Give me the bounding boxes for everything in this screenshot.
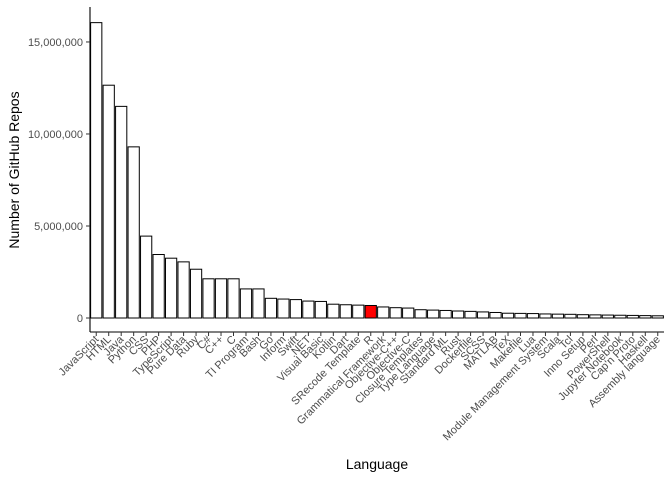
bar-tex	[501, 312, 515, 319]
bar-standard-ml	[439, 309, 452, 319]
bar-closure-templates	[414, 309, 427, 319]
bar-c	[202, 278, 215, 319]
bar-objective-c	[389, 307, 402, 319]
bar-srecode-template	[352, 304, 365, 319]
x-ticks-group: JavaScriptHTMLJavaPythonCSSPHPTypeScript…	[57, 332, 663, 443]
bar-inform	[277, 298, 290, 319]
bar-go	[264, 297, 278, 319]
bar-c	[227, 278, 240, 319]
bar-objective-c	[402, 307, 415, 319]
bar-scala	[551, 313, 565, 319]
bar-assembly-language	[651, 315, 664, 319]
y-tick-label: 15,000,000	[28, 37, 83, 49]
bar-tcl	[564, 313, 577, 319]
bar-dart	[339, 304, 352, 319]
bar-matlab	[489, 311, 502, 319]
y-tick-label: 5,000,000	[34, 221, 83, 233]
bar-bash	[252, 288, 265, 319]
bar-r	[364, 304, 377, 319]
bar-makefile	[514, 312, 527, 319]
bar-powershell	[601, 314, 614, 319]
y-tick-label: 0	[77, 313, 83, 325]
bar-jupyter-notebook	[614, 314, 627, 319]
bar-visual-basic	[314, 300, 327, 319]
y-tick-label: 10,000,000	[28, 129, 83, 141]
bar-inno-setup	[576, 314, 590, 319]
bar-python	[127, 146, 140, 319]
bar-net	[302, 300, 315, 319]
bar-html	[102, 84, 115, 319]
bar-kotlin	[327, 303, 340, 319]
bar-module-management-system	[539, 313, 552, 319]
bar-typescript	[164, 257, 178, 319]
bar-java	[115, 105, 128, 319]
bar-css	[140, 235, 153, 319]
y-ticks-group: 0 5,000,000 10,000,000 15,000,000	[28, 37, 90, 325]
bar-lua	[526, 313, 540, 319]
bar-php	[152, 254, 165, 319]
bar-perl	[589, 314, 602, 319]
bar-pure-data	[177, 261, 190, 319]
bar-ruby	[189, 268, 203, 319]
bar-grammatical-framework	[377, 306, 390, 319]
bar-scss	[476, 311, 490, 319]
y-axis-title: Number of GitHub Repos	[6, 91, 22, 248]
bars-group	[90, 22, 664, 319]
bar-cap-n-proto	[626, 314, 639, 319]
bar-rust	[451, 310, 465, 319]
x-axis-title: Language	[346, 456, 409, 472]
bar-javascript	[90, 22, 103, 319]
bar-haskell	[639, 315, 652, 319]
bar-c	[214, 278, 228, 319]
bar-type-language	[427, 309, 440, 319]
bar-dockerfile	[464, 310, 477, 319]
bar-swift	[289, 299, 303, 319]
bar-ti-program	[239, 288, 253, 319]
